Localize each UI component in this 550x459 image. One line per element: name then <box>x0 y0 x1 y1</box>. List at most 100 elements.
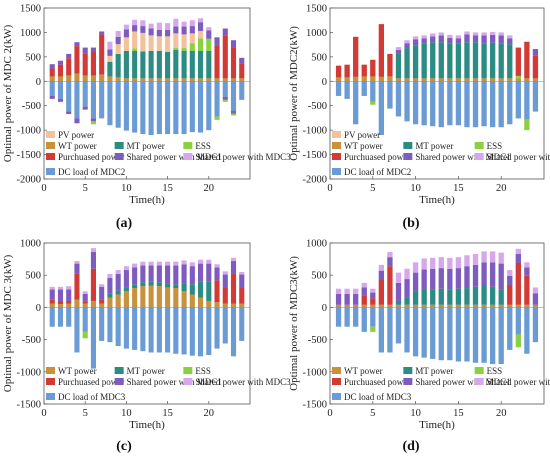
y-tick-label: -500 <box>22 335 41 346</box>
bar-shared-power-with-mdc1-9 <box>115 36 121 45</box>
bar-pv-power-17 <box>181 34 187 49</box>
legend-label-shared-power-with-mdc1: Shared power with MDC1 <box>127 377 222 387</box>
y-tick-label: 1500 <box>306 4 327 15</box>
x-tick-label: 20 <box>204 408 215 419</box>
y-tick-label: -1000 <box>17 126 42 137</box>
bar-shared-power-with-mdc3-9 <box>404 268 410 280</box>
bar-neg-dc-load-of-mdc2-15 <box>165 81 171 135</box>
bar-shared-power-with-mdc1-9 <box>404 43 410 49</box>
legend-label-purchuased-power: Purchuased power <box>344 377 410 387</box>
bar-shared-power-with-mdc1-21 <box>507 38 513 45</box>
bar-shared-power-with-mdc1-7 <box>99 31 105 35</box>
legend-swatch-mt-power <box>114 142 124 149</box>
bar-wt-power-22 <box>515 78 521 82</box>
bar-shared-power-with-mdc1-1 <box>49 64 55 69</box>
bar-shared-power-with-mdc3-15 <box>165 23 171 30</box>
bar-purchuased-power-2 <box>57 64 64 77</box>
bar-wt-power-17 <box>181 78 187 82</box>
bar-mt-power-19 <box>489 286 496 305</box>
bar-shared-power-with-mdc1-11 <box>421 269 427 291</box>
bar-shared-power-with-mdc1-17 <box>181 264 187 284</box>
bar-wt-power-13 <box>148 78 154 82</box>
bar-neg-dc-load-of-mdc2-10 <box>123 81 129 131</box>
legend-swatch-shared-power-with-mdc1 <box>114 378 124 385</box>
legend-swatch-shared-power-with-mdc3 <box>474 153 484 160</box>
bar-mt-power-17 <box>472 42 479 79</box>
bar-shared-power-with-mdc1-17 <box>472 35 479 43</box>
bar-neg-dc-load-of-mdc3-23 <box>230 307 237 357</box>
bar-mt-power-15 <box>455 288 462 305</box>
bar-mt-power-12 <box>430 289 436 305</box>
bar-shared-power-with-mdc3-11 <box>421 258 427 270</box>
bar-shared-power-with-mdc1-7 <box>99 286 105 300</box>
bar-wt-power-13 <box>438 78 444 82</box>
bar-neg-dc-load-of-mdc3-7 <box>99 307 105 341</box>
x-tick-label: 15 <box>453 183 464 194</box>
bar-purchuased-power-22 <box>515 47 521 76</box>
legend-label-shared-power-with-mdc1: Shared power with MDC1 <box>415 152 510 162</box>
bar-neg-dc-load-of-mdc2-24 <box>532 81 539 112</box>
bar-mt-power-21 <box>507 44 513 79</box>
bar-neg-dc-load-of-mdc3-24 <box>239 307 245 341</box>
bar-neg-dc-load-of-mdc3-19 <box>198 307 204 357</box>
bar-wt-power-14 <box>447 78 453 82</box>
positive-bars <box>49 248 245 369</box>
bar-shared-power-with-mdc1-4 <box>74 263 80 274</box>
bar-wt-power-5 <box>370 304 376 308</box>
bar-wt-power-12 <box>140 286 146 308</box>
bar-ess-11 <box>132 48 138 51</box>
bar-neg-ess-22 <box>515 334 521 348</box>
y-tick-label: 500 <box>25 271 41 282</box>
bar-shared-power-with-mdc3-19 <box>489 31 496 35</box>
bar-shared-power-with-mdc1-14 <box>447 37 453 44</box>
bar-neg-dc-load-of-mdc3-18 <box>189 307 195 356</box>
bar-wt-power-19 <box>489 304 496 308</box>
bar-wt-power-2 <box>57 76 64 82</box>
legend-swatch-wt-power <box>46 142 55 149</box>
bar-shared-power-with-mdc1-18 <box>481 35 487 44</box>
legend-swatch-purchuased-power <box>46 378 55 385</box>
bar-wt-power-1 <box>335 77 342 82</box>
bar-shared-power-with-mdc1-4 <box>74 42 80 47</box>
bar-neg-dc-load-of-mdc3-21 <box>507 307 513 350</box>
bar-neg-dc-load-of-mdc2-15 <box>455 81 462 126</box>
x-tick-label: 5 <box>370 183 375 194</box>
bar-ess-20 <box>206 38 212 51</box>
bar-mt-power-9 <box>115 290 121 295</box>
legend-swatch-dc-load-of-mdc3 <box>332 393 341 400</box>
bar-shared-power-with-mdc1-1 <box>49 289 55 300</box>
bar-neg-dc-load-of-mdc2-12 <box>140 81 146 135</box>
bar-shared-power-with-mdc3-12 <box>430 257 436 269</box>
legend-label-purchuased-power: Purchuased power <box>58 377 124 387</box>
bar-shared-power-with-mdc1-21 <box>214 37 220 46</box>
bar-neg-ess-23 <box>524 119 530 131</box>
bar-shared-power-with-mdc3-19 <box>198 18 204 23</box>
bar-shared-power-with-mdc3-18 <box>481 32 487 36</box>
bar-shared-power-with-mdc1-18 <box>481 262 487 286</box>
bar-shared-power-with-mdc3-9 <box>404 40 410 44</box>
bar-shared-power-with-mdc3-15 <box>455 257 462 269</box>
bar-neg-dc-load-of-mdc2-14 <box>447 81 453 126</box>
legend-swatch-dc-load-of-mdc3 <box>46 393 55 400</box>
bar-wt-power-6 <box>90 300 96 308</box>
bar-shared-power-with-mdc1-22 <box>515 253 521 263</box>
legend-label-shared-power-with-mdc3: Shared power with MDC3 <box>195 377 291 387</box>
bar-wt-power-16 <box>464 78 470 82</box>
bar-shared-power-with-mdc3-4 <box>74 261 80 264</box>
bar-shared-power-with-mdc1-16 <box>464 34 470 43</box>
y-tick-label: -1000 <box>17 367 42 378</box>
bar-shared-power-with-mdc3-18 <box>481 251 487 263</box>
bar-purchuased-power-22 <box>222 287 228 304</box>
bar-pv-power-12 <box>140 32 146 52</box>
bar-mt-power-20 <box>498 289 504 305</box>
bar-shared-power-with-mdc1-8 <box>395 282 402 301</box>
y-axis-label: Optimal power of MDC 2(kW) <box>2 24 14 162</box>
bar-shared-power-with-mdc3-10 <box>412 262 419 273</box>
bar-wt-power-17 <box>181 291 187 308</box>
bar-wt-power-23 <box>524 78 530 82</box>
positive-bars <box>335 24 539 136</box>
bar-mt-power-18 <box>189 284 195 295</box>
bar-shared-power-with-mdc3-8 <box>107 273 113 278</box>
bar-shared-power-with-mdc1-11 <box>132 267 138 285</box>
